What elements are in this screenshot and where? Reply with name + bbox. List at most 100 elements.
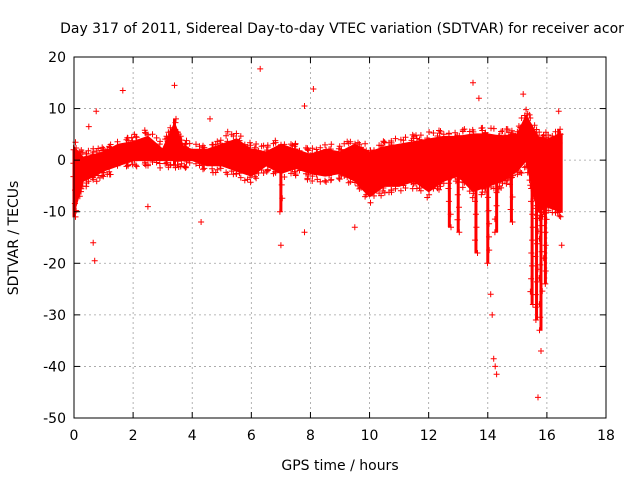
data-point bbox=[485, 154, 492, 161]
data-point bbox=[70, 173, 77, 180]
data-point bbox=[157, 138, 164, 145]
data-point bbox=[417, 187, 424, 194]
data-point bbox=[171, 162, 177, 169]
data-point bbox=[455, 141, 462, 148]
data-point bbox=[153, 134, 160, 141]
data-point bbox=[452, 133, 459, 140]
data-point bbox=[542, 242, 549, 249]
data-point bbox=[223, 169, 230, 176]
data-point bbox=[536, 301, 543, 308]
data-point bbox=[83, 150, 90, 157]
data-point bbox=[322, 141, 328, 148]
data-point bbox=[471, 185, 478, 192]
data-point bbox=[89, 174, 96, 181]
data-point bbox=[556, 167, 563, 174]
data-point bbox=[145, 132, 151, 138]
data-point bbox=[358, 144, 365, 151]
data-point bbox=[541, 164, 548, 171]
data-point bbox=[276, 208, 283, 215]
data-point bbox=[503, 180, 510, 187]
x-tick-label: 18 bbox=[597, 428, 615, 444]
data-point bbox=[523, 163, 530, 170]
data-point bbox=[264, 144, 271, 150]
data-point bbox=[186, 159, 193, 166]
x-tick-label: 10 bbox=[361, 428, 379, 444]
data-point bbox=[532, 190, 539, 197]
data-point bbox=[533, 240, 540, 247]
data-point bbox=[397, 187, 404, 194]
data-point bbox=[362, 140, 369, 147]
data-point-outlier bbox=[171, 82, 178, 89]
data-point bbox=[543, 152, 550, 158]
data-point bbox=[326, 146, 333, 153]
data-point bbox=[279, 195, 286, 202]
data-point bbox=[549, 133, 556, 139]
data-point bbox=[502, 177, 508, 184]
data-point bbox=[486, 247, 493, 254]
data-point-outlier bbox=[198, 219, 205, 225]
data-point bbox=[196, 162, 203, 169]
data-point bbox=[237, 133, 244, 140]
data-point bbox=[542, 268, 549, 274]
data-point bbox=[517, 124, 524, 131]
data-point bbox=[400, 182, 407, 189]
data-point bbox=[514, 128, 521, 135]
data-point bbox=[437, 183, 444, 190]
data-point bbox=[376, 190, 383, 197]
data-point bbox=[107, 141, 114, 148]
data-point bbox=[486, 233, 492, 240]
data-point bbox=[507, 181, 513, 188]
data-point bbox=[536, 275, 543, 281]
data-point bbox=[482, 130, 488, 137]
x-tick-label: 0 bbox=[70, 428, 79, 444]
data-point bbox=[99, 144, 106, 151]
data-point bbox=[114, 138, 121, 145]
data-point bbox=[328, 176, 335, 183]
data-point bbox=[521, 164, 528, 171]
data-point bbox=[355, 182, 361, 189]
data-point-outlier bbox=[470, 79, 476, 86]
data-point bbox=[529, 301, 536, 308]
data-point bbox=[537, 261, 544, 268]
data-point bbox=[536, 157, 543, 164]
data-point-outlier bbox=[475, 95, 482, 102]
data-point bbox=[456, 204, 462, 211]
data-point bbox=[413, 135, 420, 142]
data-point bbox=[107, 171, 114, 178]
data-point bbox=[402, 134, 409, 141]
data-point bbox=[533, 177, 540, 184]
data-point bbox=[536, 129, 543, 136]
y-tick-label: 0 bbox=[57, 153, 66, 169]
data-point bbox=[445, 130, 452, 137]
data-point bbox=[253, 141, 260, 147]
data-point bbox=[445, 146, 452, 153]
data-point bbox=[224, 138, 231, 145]
data-point bbox=[456, 229, 463, 236]
y-tick-label: 10 bbox=[48, 102, 66, 118]
data-point bbox=[100, 147, 107, 154]
data-point bbox=[85, 147, 92, 154]
data-point-outlier bbox=[489, 311, 496, 318]
data-point bbox=[496, 132, 503, 139]
data-point bbox=[183, 137, 190, 144]
data-point bbox=[447, 211, 454, 218]
data-point bbox=[358, 184, 365, 191]
data-point bbox=[474, 250, 481, 256]
x-tick-label: 4 bbox=[188, 428, 197, 444]
data-point-outlier bbox=[396, 172, 403, 179]
data-point bbox=[217, 162, 224, 169]
data-point bbox=[554, 208, 561, 215]
data-point bbox=[193, 141, 199, 148]
data-point bbox=[272, 169, 279, 176]
data-point bbox=[344, 174, 351, 181]
data-point bbox=[533, 126, 540, 133]
data-point bbox=[515, 169, 522, 176]
data-point bbox=[486, 181, 493, 188]
chart-title: Day 317 of 2011, Sidereal Day-to-day VTE… bbox=[60, 21, 624, 37]
data-point bbox=[538, 183, 545, 190]
data-point bbox=[536, 235, 543, 242]
data-point bbox=[133, 134, 140, 141]
data-point bbox=[555, 195, 562, 201]
plot-frame bbox=[73, 56, 607, 419]
data-point bbox=[172, 139, 179, 146]
